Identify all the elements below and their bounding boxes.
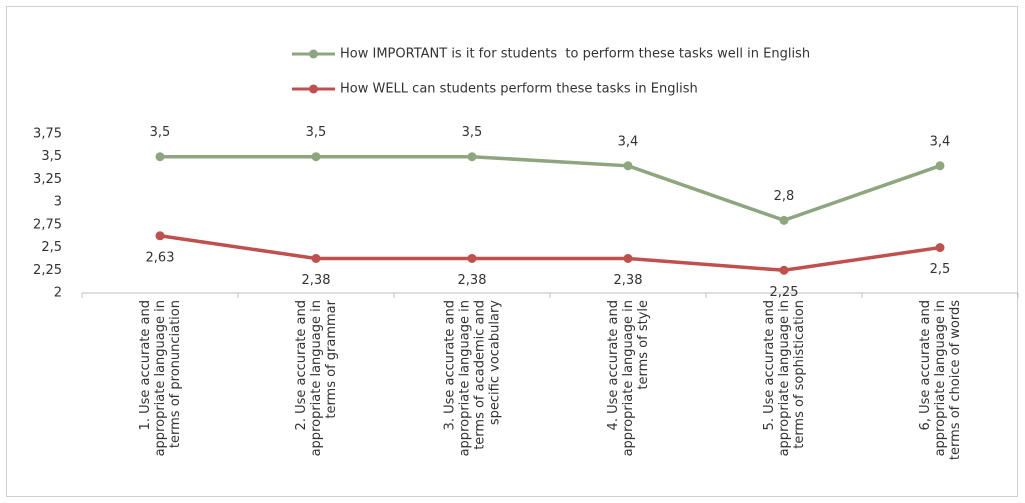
x-tick-label: 1. Use accurate andappropriate language … <box>138 300 183 456</box>
legend-label: How WELL can students perform these task… <box>340 82 698 97</box>
legend-marker <box>309 84 318 94</box>
y-tick-label: 2,75 <box>33 217 62 232</box>
data-point <box>779 215 789 225</box>
x-tick-label-group: 3. Use accurate andappropriate language … <box>442 300 502 457</box>
legend-marker <box>309 49 318 59</box>
data-label: 2,38 <box>458 273 487 288</box>
data-point <box>467 253 477 263</box>
y-tick-label: 2,25 <box>33 263 62 278</box>
data-label: 3,4 <box>618 134 639 149</box>
x-tick-label-group: 5. Use accurate andappropriate language … <box>762 300 807 456</box>
data-label: 2,38 <box>614 273 643 288</box>
legend-label: How IMPORTANT is it for students to perf… <box>340 47 810 62</box>
data-label: 2,63 <box>146 250 175 265</box>
x-tick-label: 2. Use accurate andappropriate language … <box>294 299 339 456</box>
x-tick-label-group: 6, Use accurate andappropriate language … <box>918 300 963 460</box>
data-point <box>623 253 633 263</box>
data-label: 3,5 <box>306 125 327 140</box>
data-label: 2,38 <box>302 273 331 288</box>
x-tick-label: 4. Use accurate andappropriate language … <box>606 300 651 456</box>
y-tick-label: 2,5 <box>41 240 62 255</box>
data-point <box>467 152 477 162</box>
data-label: 2,8 <box>774 189 795 204</box>
x-tick-label: 5. Use accurate andappropriate language … <box>762 300 807 456</box>
series-line <box>160 154 941 223</box>
data-label: 3,4 <box>930 134 951 149</box>
y-tick-label: 3 <box>54 195 62 210</box>
data-label: 2,25 <box>770 285 799 300</box>
x-tick-label-group: 1. Use accurate andappropriate language … <box>138 300 183 456</box>
data-point <box>155 231 165 241</box>
x-tick-label-group: 2. Use accurate andappropriate language … <box>294 299 339 456</box>
data-label: 3,5 <box>462 125 483 140</box>
data-point <box>623 161 633 171</box>
data-point <box>935 161 945 171</box>
data-point <box>155 152 165 162</box>
data-point <box>311 152 321 162</box>
x-tick-label: 6, Use accurate andappropriate language … <box>918 300 963 460</box>
series-line <box>159 234 941 273</box>
data-label: 3,5 <box>150 125 171 140</box>
x-tick-label-group: 4. Use accurate andappropriate language … <box>606 300 651 456</box>
y-tick-label: 3,5 <box>41 149 62 164</box>
y-tick-label: 3,75 <box>33 127 62 142</box>
chart-border <box>6 6 1018 497</box>
data-point <box>779 265 789 275</box>
x-tick-label: 3. Use accurate andappropriate language … <box>442 300 502 457</box>
data-point <box>311 253 321 263</box>
y-tick-label: 3,25 <box>33 172 62 187</box>
data-label: 2,5 <box>930 262 951 277</box>
data-point <box>935 243 945 253</box>
y-tick-label: 2 <box>54 286 62 301</box>
